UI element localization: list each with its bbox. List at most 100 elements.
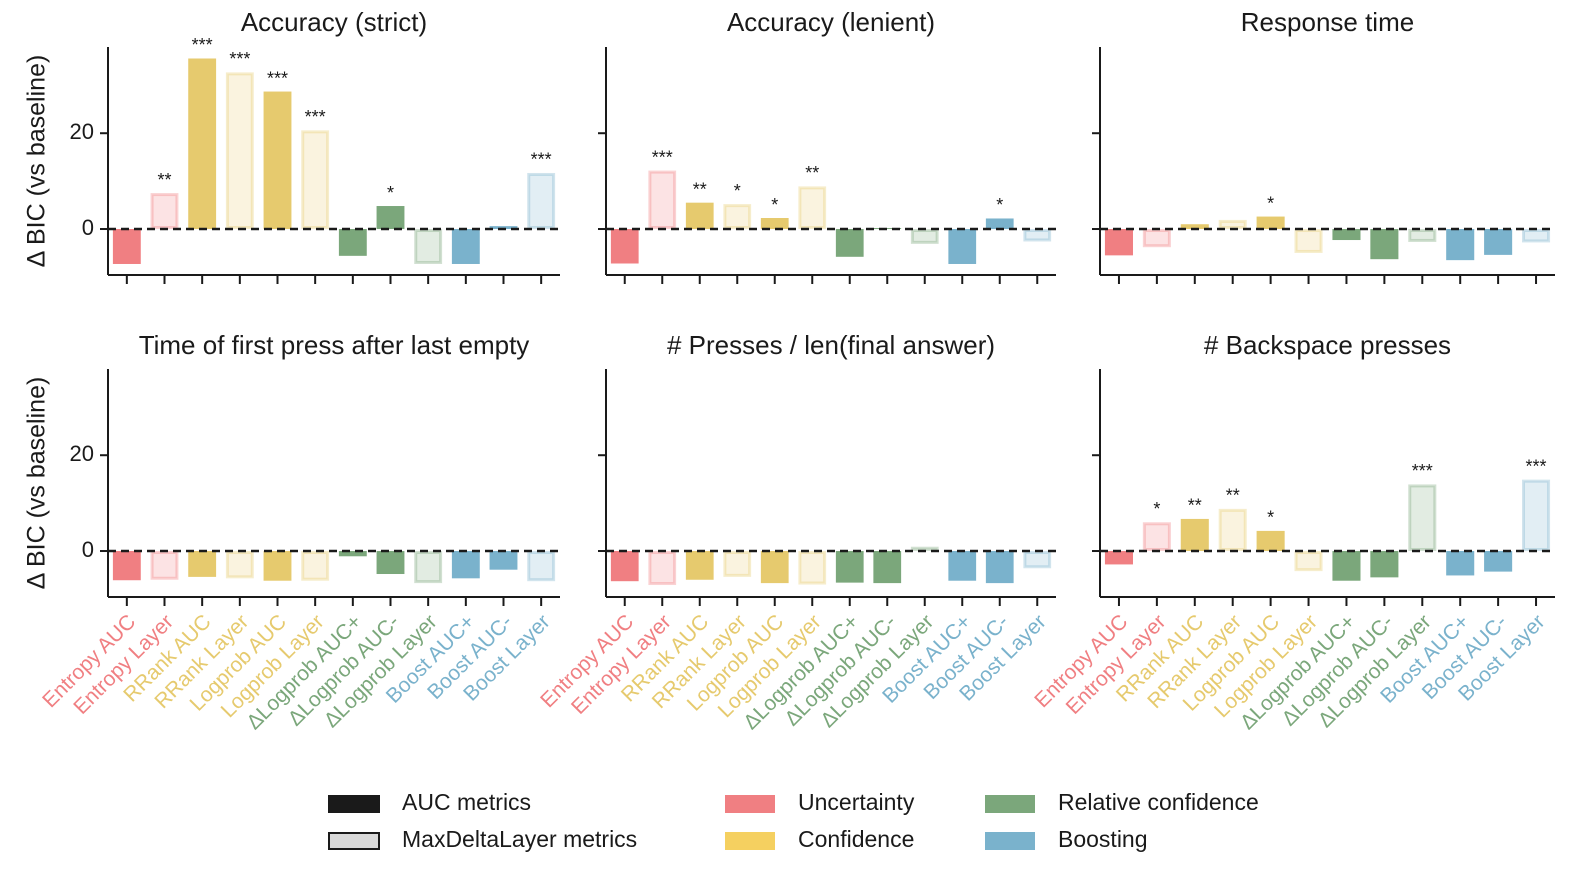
bar	[1446, 551, 1475, 576]
panel-title: Accuracy (lenient)	[727, 7, 935, 37]
bar	[414, 229, 443, 264]
bar	[1484, 551, 1513, 572]
significance-label: **	[1188, 496, 1202, 516]
bar	[1256, 216, 1285, 230]
bar	[1408, 229, 1437, 242]
legend-label: Boosting	[1058, 826, 1148, 852]
bar	[648, 170, 677, 230]
bar	[873, 228, 902, 230]
bar	[527, 172, 556, 230]
bar	[1332, 551, 1361, 581]
significance-label: ***	[1526, 456, 1547, 476]
bar	[1256, 530, 1285, 552]
bar	[150, 551, 179, 580]
bar	[1142, 229, 1171, 248]
significance-label: **	[157, 170, 171, 190]
legend-label: MaxDeltaLayer metrics	[402, 826, 637, 852]
significance-label: **	[693, 179, 707, 199]
bar	[985, 551, 1014, 584]
bar	[451, 551, 480, 579]
significance-label: ***	[531, 150, 552, 170]
bar	[610, 229, 639, 264]
legend-swatch	[985, 795, 1035, 813]
bar	[1023, 229, 1052, 242]
bar	[225, 551, 254, 579]
bar	[188, 551, 217, 577]
bar	[150, 193, 179, 230]
bar	[188, 58, 217, 230]
significance-label: ***	[229, 49, 250, 69]
bar	[414, 551, 443, 584]
bar	[610, 551, 639, 582]
legend-swatch	[328, 832, 380, 850]
significance-label: ***	[652, 147, 673, 167]
bar	[301, 551, 330, 581]
panel-title: Accuracy (strict)	[241, 7, 427, 37]
bar	[685, 202, 714, 230]
bar	[1218, 508, 1247, 552]
bar	[985, 218, 1014, 230]
bar	[1484, 229, 1513, 255]
bar	[451, 229, 480, 264]
significance-label: *	[996, 195, 1003, 215]
significance-label: **	[1226, 486, 1240, 506]
legend-swatch	[985, 832, 1035, 850]
significance-label: *	[387, 183, 394, 203]
bar	[685, 551, 714, 580]
legend-swatch	[328, 795, 380, 813]
bar	[798, 186, 827, 230]
bar	[225, 72, 254, 230]
panel-title: # Backspace presses	[1204, 330, 1451, 360]
y-tick-label: 0	[82, 215, 94, 240]
significance-label: ***	[305, 107, 326, 127]
y-tick-label: 20	[70, 441, 94, 466]
bar	[1180, 518, 1209, 552]
bar	[112, 229, 141, 264]
bar	[1446, 229, 1475, 261]
bar	[1408, 484, 1437, 552]
bar	[1522, 229, 1551, 243]
bar	[723, 204, 752, 230]
bar	[527, 551, 556, 582]
legend-swatch	[725, 795, 775, 813]
bar	[489, 551, 518, 570]
significance-label: ***	[267, 68, 288, 88]
bar	[301, 130, 330, 230]
legend-swatch	[725, 832, 775, 850]
panel-title: Response time	[1241, 7, 1414, 37]
legend-label: AUC metrics	[402, 789, 531, 815]
bar	[835, 229, 864, 257]
bar	[1294, 551, 1323, 572]
bar	[376, 206, 405, 230]
bar	[338, 551, 367, 557]
bar	[1104, 229, 1133, 256]
bar	[910, 229, 939, 244]
significance-label: *	[1153, 499, 1160, 519]
bar	[873, 551, 902, 584]
legend-label: Relative confidence	[1058, 789, 1259, 815]
bar	[1522, 479, 1551, 552]
bar	[263, 551, 292, 581]
bar	[1370, 229, 1399, 260]
panel-title: Time of first press after last empty	[139, 330, 530, 360]
significance-label: *	[734, 181, 741, 201]
significance-label: ***	[192, 35, 213, 55]
significance-label: **	[805, 163, 819, 183]
bar	[760, 551, 789, 584]
bar	[1370, 551, 1399, 578]
bar	[263, 91, 292, 230]
significance-label: *	[1267, 193, 1274, 213]
bar	[1218, 219, 1247, 230]
bar	[948, 229, 977, 264]
bar	[648, 551, 677, 586]
bar	[1104, 551, 1133, 565]
bar	[112, 551, 141, 581]
significance-label: *	[1267, 508, 1274, 528]
y-axis-label: Δ BIC (vs baseline)	[23, 55, 51, 268]
y-tick-label: 20	[70, 119, 94, 144]
significance-label: ***	[1412, 461, 1433, 481]
bar	[723, 551, 752, 577]
bar	[1142, 522, 1171, 552]
legend-label: Uncertainty	[798, 789, 915, 815]
